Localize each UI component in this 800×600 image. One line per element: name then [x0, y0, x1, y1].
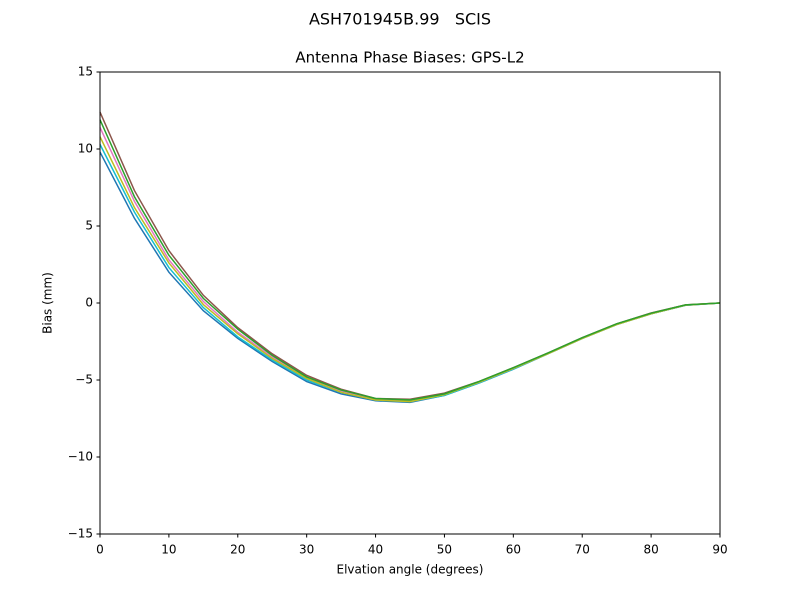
plot-frame: [99, 71, 721, 535]
series-line: [99, 111, 721, 401]
axes-title: Antenna Phase Biases: GPS-L2: [295, 49, 524, 67]
x-tick-label: 80: [643, 543, 658, 557]
x-tick-label: 10: [161, 543, 176, 557]
series-line: [99, 136, 721, 403]
y-axis-label: Bias (mm): [41, 272, 55, 334]
x-tick-label: 30: [299, 543, 314, 557]
y-tick-label: 5: [85, 219, 93, 233]
x-tick-label: 90: [712, 543, 727, 557]
x-tick-label: 20: [230, 543, 245, 557]
y-tick-label: 10: [78, 142, 93, 156]
chart-title: ASH701945B.99 SCIS: [309, 10, 491, 29]
y-tick-label: −15: [68, 527, 93, 541]
x-tick-label: 40: [368, 543, 383, 557]
x-tick-label: 50: [437, 543, 452, 557]
x-tick-label: 70: [575, 543, 590, 557]
series-line: [99, 151, 721, 404]
series-line: [99, 127, 721, 401]
x-axis-label: Elvation angle (degrees): [337, 563, 484, 577]
y-tick-label: 0: [85, 296, 93, 310]
y-tick-label: −10: [68, 450, 93, 464]
series-line: [99, 144, 721, 403]
x-tick-label: 60: [506, 543, 521, 557]
series-line: [99, 119, 721, 401]
x-tick-label: 0: [96, 543, 104, 557]
y-tick-label: −5: [75, 373, 93, 387]
y-tick-label: 15: [78, 65, 93, 79]
